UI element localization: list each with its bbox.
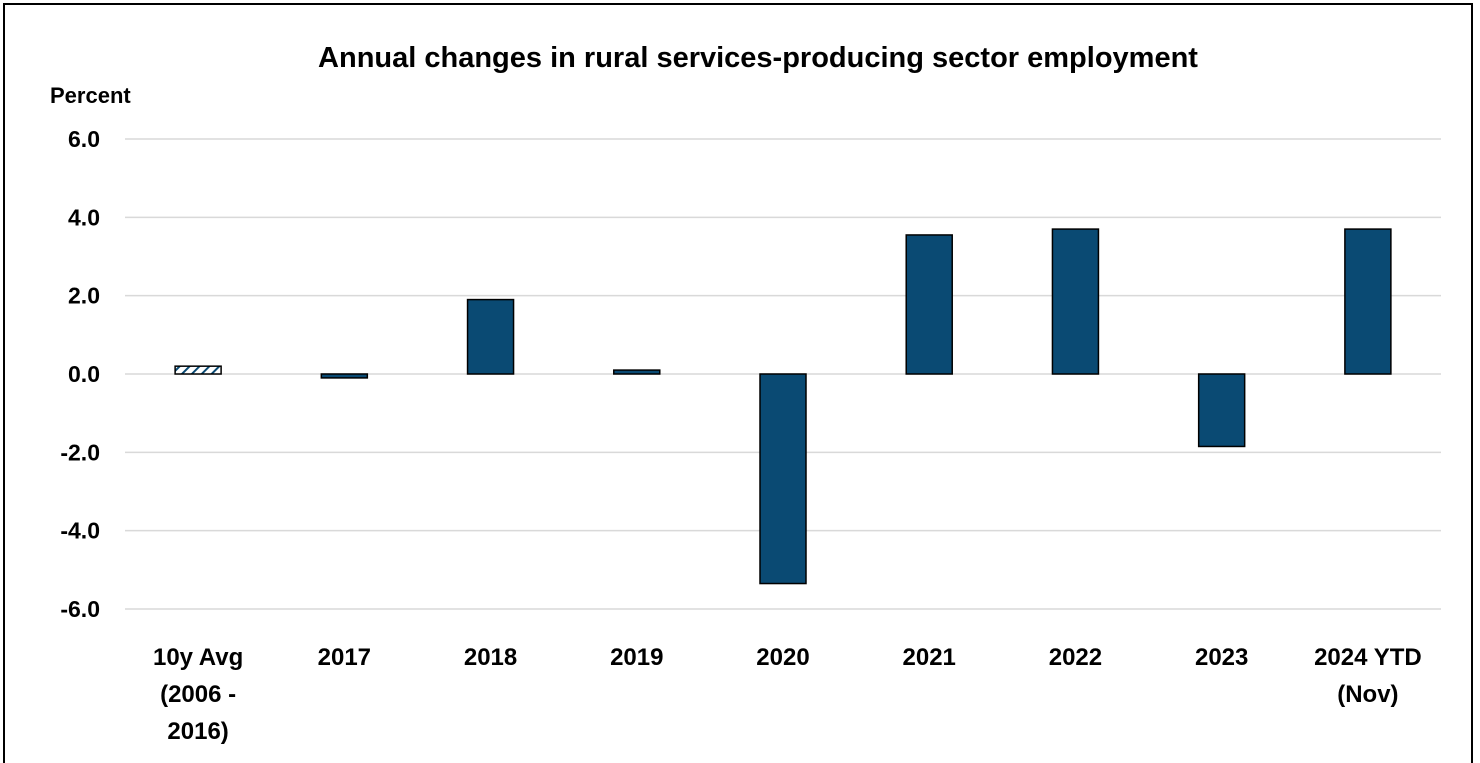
y-tick-label: 2.0 [68, 283, 100, 309]
x-category-label: 2021 [903, 644, 956, 671]
bar-2022 [1051, 228, 1100, 375]
bar-2018 [466, 298, 515, 375]
x-category-label: 2022 [1049, 644, 1102, 671]
bar-10y-avg [174, 365, 222, 375]
bar-2023 [1197, 373, 1246, 448]
bars [174, 228, 1392, 585]
bar-2019 [613, 369, 661, 375]
chart-frame: Annual changes in rural services-produci… [3, 3, 1473, 763]
y-tick-label: 4.0 [68, 204, 100, 230]
x-category-label: 2020 [756, 644, 809, 671]
x-category-label: 2023 [1195, 644, 1248, 671]
y-tick-label: -6.0 [60, 596, 100, 622]
bar-2020 [759, 373, 807, 585]
y-axis-unit-label: Percent [50, 83, 131, 108]
x-axis-category-labels: 10y Avg (2006 -2016) 2017 2018 2019 2020 2021 2… [153, 644, 1422, 745]
x-category-label: 2024 YTD (Nov) [1314, 644, 1422, 708]
y-axis-tick-labels: 6.0 4.0 2.0 0.0 -2.0 -4.0 -6.0 [60, 126, 100, 622]
x-category-label: 2017 [318, 644, 371, 671]
y-tick-label: -4.0 [60, 518, 100, 544]
y-tick-label: 6.0 [68, 126, 100, 152]
bar-2017 [320, 373, 369, 379]
bar-chart: Annual changes in rural services-produci… [50, 42, 1441, 745]
x-category-label: 10y Avg (2006 -2016) [153, 644, 243, 745]
bar-2024-ytd [1344, 228, 1392, 375]
bar-2021 [905, 234, 953, 375]
y-tick-label: -2.0 [60, 439, 100, 465]
x-category-label: 2019 [610, 644, 663, 671]
y-tick-label: 0.0 [68, 361, 100, 387]
chart-title: Annual changes in rural services-produci… [318, 42, 1198, 74]
x-category-label: 2018 [464, 644, 517, 671]
